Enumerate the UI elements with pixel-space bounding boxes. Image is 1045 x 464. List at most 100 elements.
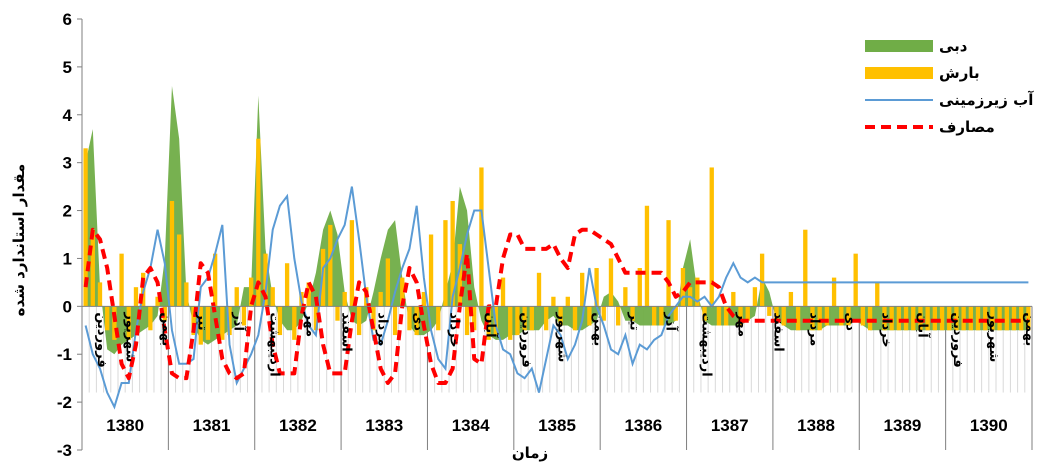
precipitation-bar: [313, 306, 319, 331]
month-label: آذر: [231, 311, 248, 331]
precipitation-bar: [356, 306, 362, 336]
precipitation-bar: [198, 306, 203, 345]
y-axis-label: مقدار استاندارد شده: [10, 164, 28, 317]
precipitation-bar: [788, 291, 794, 307]
year-label: 1387: [711, 416, 749, 435]
precipitation-bar: [414, 306, 419, 336]
precipitation-bar: [428, 234, 434, 307]
precipitation-bar: [882, 306, 887, 331]
month-label: شهریور: [986, 311, 1001, 362]
precipitation-bar: [220, 306, 225, 340]
precipitation-bar: [155, 296, 160, 307]
precipitation-bar: [810, 306, 815, 331]
month-label: اردیبهشت: [267, 312, 282, 376]
month-label: دی: [842, 312, 857, 331]
precipitation-bar: [349, 220, 355, 307]
precipitation-bar: [306, 282, 311, 307]
precipitation-bar: [702, 306, 707, 321]
groundwater-line: [84, 186, 1029, 410]
precipitation-bar: [191, 306, 196, 336]
precipitation-bar: [580, 272, 585, 307]
year-label: 1388: [797, 416, 835, 435]
precipitation-bar: [565, 296, 570, 307]
precipitation-bar: [407, 306, 412, 331]
precipitation-bar: [990, 306, 995, 331]
year-label: 1384: [452, 416, 490, 435]
precipitation-bar: [97, 282, 103, 307]
month-label: فروردین: [94, 312, 109, 367]
precipitation-bar: [558, 306, 563, 326]
month-label: آذر: [662, 311, 679, 331]
precipitation-bar: [968, 306, 973, 331]
precipitation-bar: [601, 306, 606, 321]
y-tick-label: 1: [63, 249, 72, 268]
precipitation-bar: [1004, 306, 1009, 331]
precipitation-bar: [774, 306, 779, 321]
precipitation-bar: [860, 306, 866, 326]
precipitation-bar: [630, 306, 635, 321]
legend-label: بارش: [939, 64, 980, 82]
precipitation-bar: [875, 282, 880, 307]
precipitation-bar: [1011, 306, 1017, 331]
precipitation-bar: [1026, 306, 1031, 331]
precipitation-bar: [709, 167, 714, 307]
precipitation-bar: [105, 306, 110, 331]
precipitation-bar: [680, 268, 686, 307]
y-tick-label: 3: [63, 154, 72, 173]
precipitation-bar: [759, 253, 765, 307]
y-axis: -3 -2 -1 0 1 2 3 4 5 6: [57, 10, 83, 460]
precipitation-bar: [767, 306, 772, 316]
precipitation-bar: [270, 287, 275, 307]
precipitation-bar: [400, 277, 405, 307]
precipitation-bar: [479, 167, 484, 307]
month-label: بهمن: [1022, 312, 1037, 346]
consumption-series: [83, 227, 1029, 385]
precipitation-bar: [781, 306, 786, 326]
precipitation-bar: [148, 306, 153, 331]
precipitation-bar: [903, 306, 909, 331]
precipitation-bar: [932, 306, 937, 331]
y-tick-label: 6: [63, 10, 72, 29]
precipitation-bar: [83, 148, 88, 307]
year-label: 1390: [970, 416, 1008, 435]
precipitation-bar: [867, 306, 873, 331]
precipitation-bar: [853, 253, 858, 307]
precipitation-bar: [975, 306, 981, 331]
precipitation-bar: [947, 306, 952, 331]
y-tick-label: -1: [57, 345, 72, 364]
precipitation-bar: [954, 306, 959, 331]
precipitation-bar: [342, 291, 347, 307]
precipitation-bar: [831, 277, 837, 307]
x-axis-label: زمان: [512, 444, 548, 462]
y-tick-label: 5: [63, 58, 72, 77]
month-label: فروردین: [518, 312, 533, 367]
precipitation-bar: [745, 306, 750, 321]
precipitation-bar: [119, 253, 124, 307]
precipitation-bar: [824, 306, 830, 326]
precipitation-bar: [284, 263, 290, 307]
precipitation-bar: [673, 306, 678, 321]
precipitation-bar: [652, 306, 657, 326]
month-labels: فروردین شهریور بهمن تیر آذر اردیبهشت مهر اسفند م…: [94, 311, 1037, 376]
y-tick-label: -3: [57, 441, 72, 460]
precipitation-bar: [515, 306, 520, 336]
precipitation-bar: [731, 291, 736, 307]
precipitation-bar: [378, 291, 383, 307]
precipitation-bar: [918, 306, 923, 331]
precipitation-bar: [457, 244, 462, 307]
month-label: بهمن: [590, 312, 605, 346]
legend-label: آب زیرزمینی: [939, 91, 1034, 109]
month-label: اسفند: [338, 312, 353, 351]
precipitation-bar: [911, 306, 916, 331]
precipitation-bar: [544, 306, 549, 331]
month-label: شهریور: [123, 311, 138, 362]
precipitation-bar: [212, 253, 218, 307]
legend-label: دبی: [939, 37, 968, 55]
precipitation-bar: [666, 220, 671, 307]
precipitation-bar: [637, 268, 642, 307]
precipitation-bar: [112, 306, 117, 340]
precipitation-bar: [587, 306, 592, 326]
legend: دبی بارش آب زیرزمینی مصارف: [865, 37, 1034, 136]
precipitation-bar: [644, 205, 650, 307]
precipitation-bar: [594, 268, 599, 307]
